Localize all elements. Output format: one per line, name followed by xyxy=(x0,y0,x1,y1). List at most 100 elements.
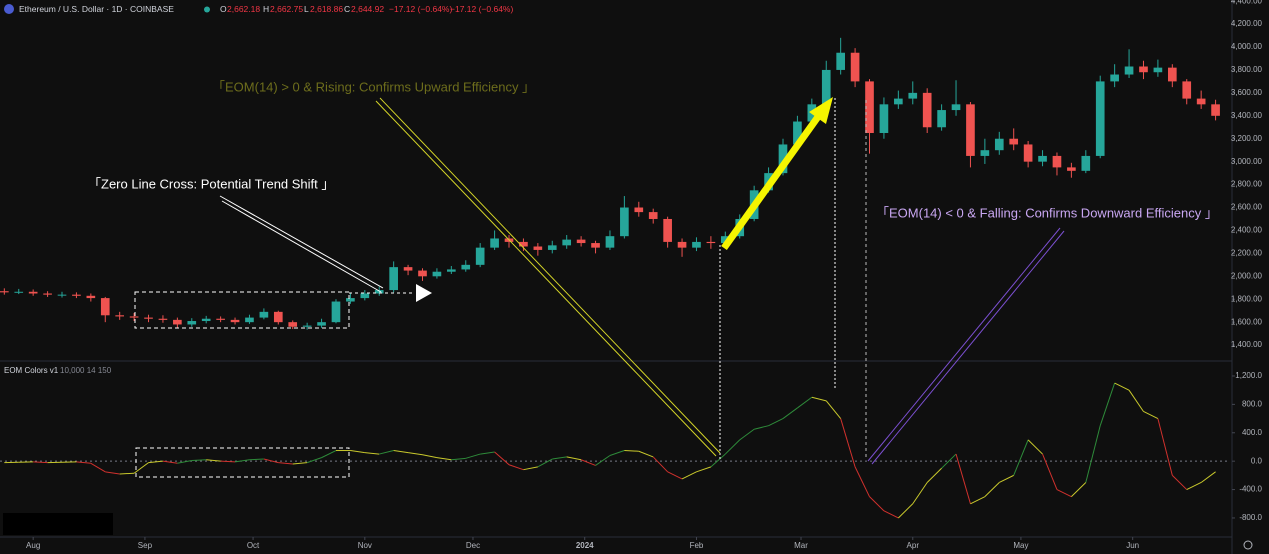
ohlc-value: 2,662.18 xyxy=(227,4,260,14)
candle-body xyxy=(259,311,269,318)
candle-body xyxy=(1211,104,1220,116)
y-tick-label: 2,600.00 xyxy=(1231,203,1263,212)
x-tick-label: Dec xyxy=(466,541,480,550)
eom-segment xyxy=(508,464,524,471)
candle-body xyxy=(1081,155,1091,171)
eom-segment xyxy=(840,418,856,467)
y-tick-label: 2,200.00 xyxy=(1231,248,1263,257)
highlight-box xyxy=(134,291,350,329)
symbol-title: Ethereum / U.S. Dollar · 1D · COINBASE xyxy=(19,4,174,14)
eom-segment xyxy=(724,439,741,455)
eom-segment xyxy=(883,510,899,519)
eom-segment xyxy=(811,396,827,402)
x-tick-label: Nov xyxy=(358,541,372,550)
ohlc-label: L xyxy=(304,4,309,14)
arrow xyxy=(219,195,384,293)
candle-body xyxy=(475,247,485,265)
eom-segment xyxy=(696,466,712,473)
eom-segment xyxy=(422,454,438,459)
y-tick-label: 3,600.00 xyxy=(1231,88,1263,97)
eom-segment xyxy=(999,474,1014,483)
eom-segment xyxy=(306,457,322,464)
candle-body xyxy=(230,319,240,323)
candle-body xyxy=(418,270,427,277)
candle-body xyxy=(1124,66,1134,75)
candle-body xyxy=(1110,74,1119,82)
eom-segment xyxy=(494,451,510,466)
x-tick-label: Oct xyxy=(247,541,260,550)
eom-segment xyxy=(177,459,192,464)
y-tick-label: 2,400.00 xyxy=(1231,226,1263,235)
y-tick-label: 3,000.00 xyxy=(1231,157,1263,166)
arrow-head xyxy=(809,97,833,124)
candle-body xyxy=(648,212,658,219)
eom-segment xyxy=(754,425,769,430)
candle-body xyxy=(994,138,1004,151)
y-tick-label: -800.0 xyxy=(1239,513,1262,522)
eom-segment xyxy=(249,458,264,461)
candle-body xyxy=(28,291,38,294)
candle-body xyxy=(288,322,298,327)
candle-body xyxy=(490,238,499,248)
candle-body xyxy=(720,236,730,244)
candle-body xyxy=(821,69,831,105)
eom-segment xyxy=(566,456,582,461)
eom-segment xyxy=(638,450,654,458)
candle-body xyxy=(86,295,96,299)
eom-segment xyxy=(797,396,813,409)
eom-segment xyxy=(739,428,755,441)
indicator-params: 10,000 14 150 xyxy=(60,366,112,375)
eom-segment xyxy=(897,503,914,519)
candle-body xyxy=(1023,144,1033,162)
change: −17.12 (−0.64%) xyxy=(450,4,513,14)
eom-segment xyxy=(1200,471,1216,483)
eom-segment xyxy=(595,455,611,466)
y-tick-label: 2,000.00 xyxy=(1231,271,1263,280)
candle-body xyxy=(331,301,341,323)
eom-segment xyxy=(162,460,178,464)
candle-body xyxy=(576,239,586,244)
candle-body xyxy=(317,322,326,326)
x-tick-label: Sep xyxy=(138,541,153,550)
candle-body xyxy=(1139,66,1148,73)
candle-body xyxy=(43,293,52,295)
candle-body xyxy=(346,298,355,302)
eom-segment xyxy=(1114,382,1130,391)
eom-segment xyxy=(652,456,668,473)
eom-segment xyxy=(321,450,337,459)
eom-segment xyxy=(970,496,986,505)
annotation: 「EOM(14) > 0 & Rising: Confirms Upward E… xyxy=(212,79,535,94)
market-status xyxy=(204,6,210,13)
eom-segment xyxy=(1085,425,1101,483)
candle-body xyxy=(389,267,398,291)
eom-segment xyxy=(869,496,885,512)
eom-segment xyxy=(710,453,726,468)
ohlc-value: 2,662.75 xyxy=(270,4,303,14)
overlays xyxy=(134,97,1065,478)
ohlc-label: H xyxy=(263,4,269,14)
x-tick-label: Mar xyxy=(794,541,808,550)
eom-segment xyxy=(206,459,221,462)
candle-body xyxy=(374,290,384,294)
candle-body xyxy=(562,239,572,246)
eom-segment xyxy=(119,472,135,475)
candle-body xyxy=(173,319,182,325)
candle-body xyxy=(634,207,644,213)
candle-body xyxy=(0,291,9,293)
eom-segment xyxy=(552,456,567,460)
settings-icon[interactable] xyxy=(1243,540,1253,550)
eom-segment xyxy=(278,462,293,465)
ohlc-value: 2,618.86 xyxy=(310,4,343,14)
eom-segment xyxy=(350,450,365,454)
candle-body xyxy=(663,218,672,242)
eom-segment xyxy=(1042,453,1058,490)
eom-segment xyxy=(681,471,697,480)
candle-body xyxy=(620,207,629,237)
eom-segment xyxy=(148,460,163,464)
candle-body xyxy=(692,241,701,248)
y-tick-label: 3,400.00 xyxy=(1231,111,1263,120)
eom-segment xyxy=(234,459,250,463)
y-tick-label: 3,800.00 xyxy=(1231,65,1263,74)
candle-body xyxy=(937,110,946,128)
